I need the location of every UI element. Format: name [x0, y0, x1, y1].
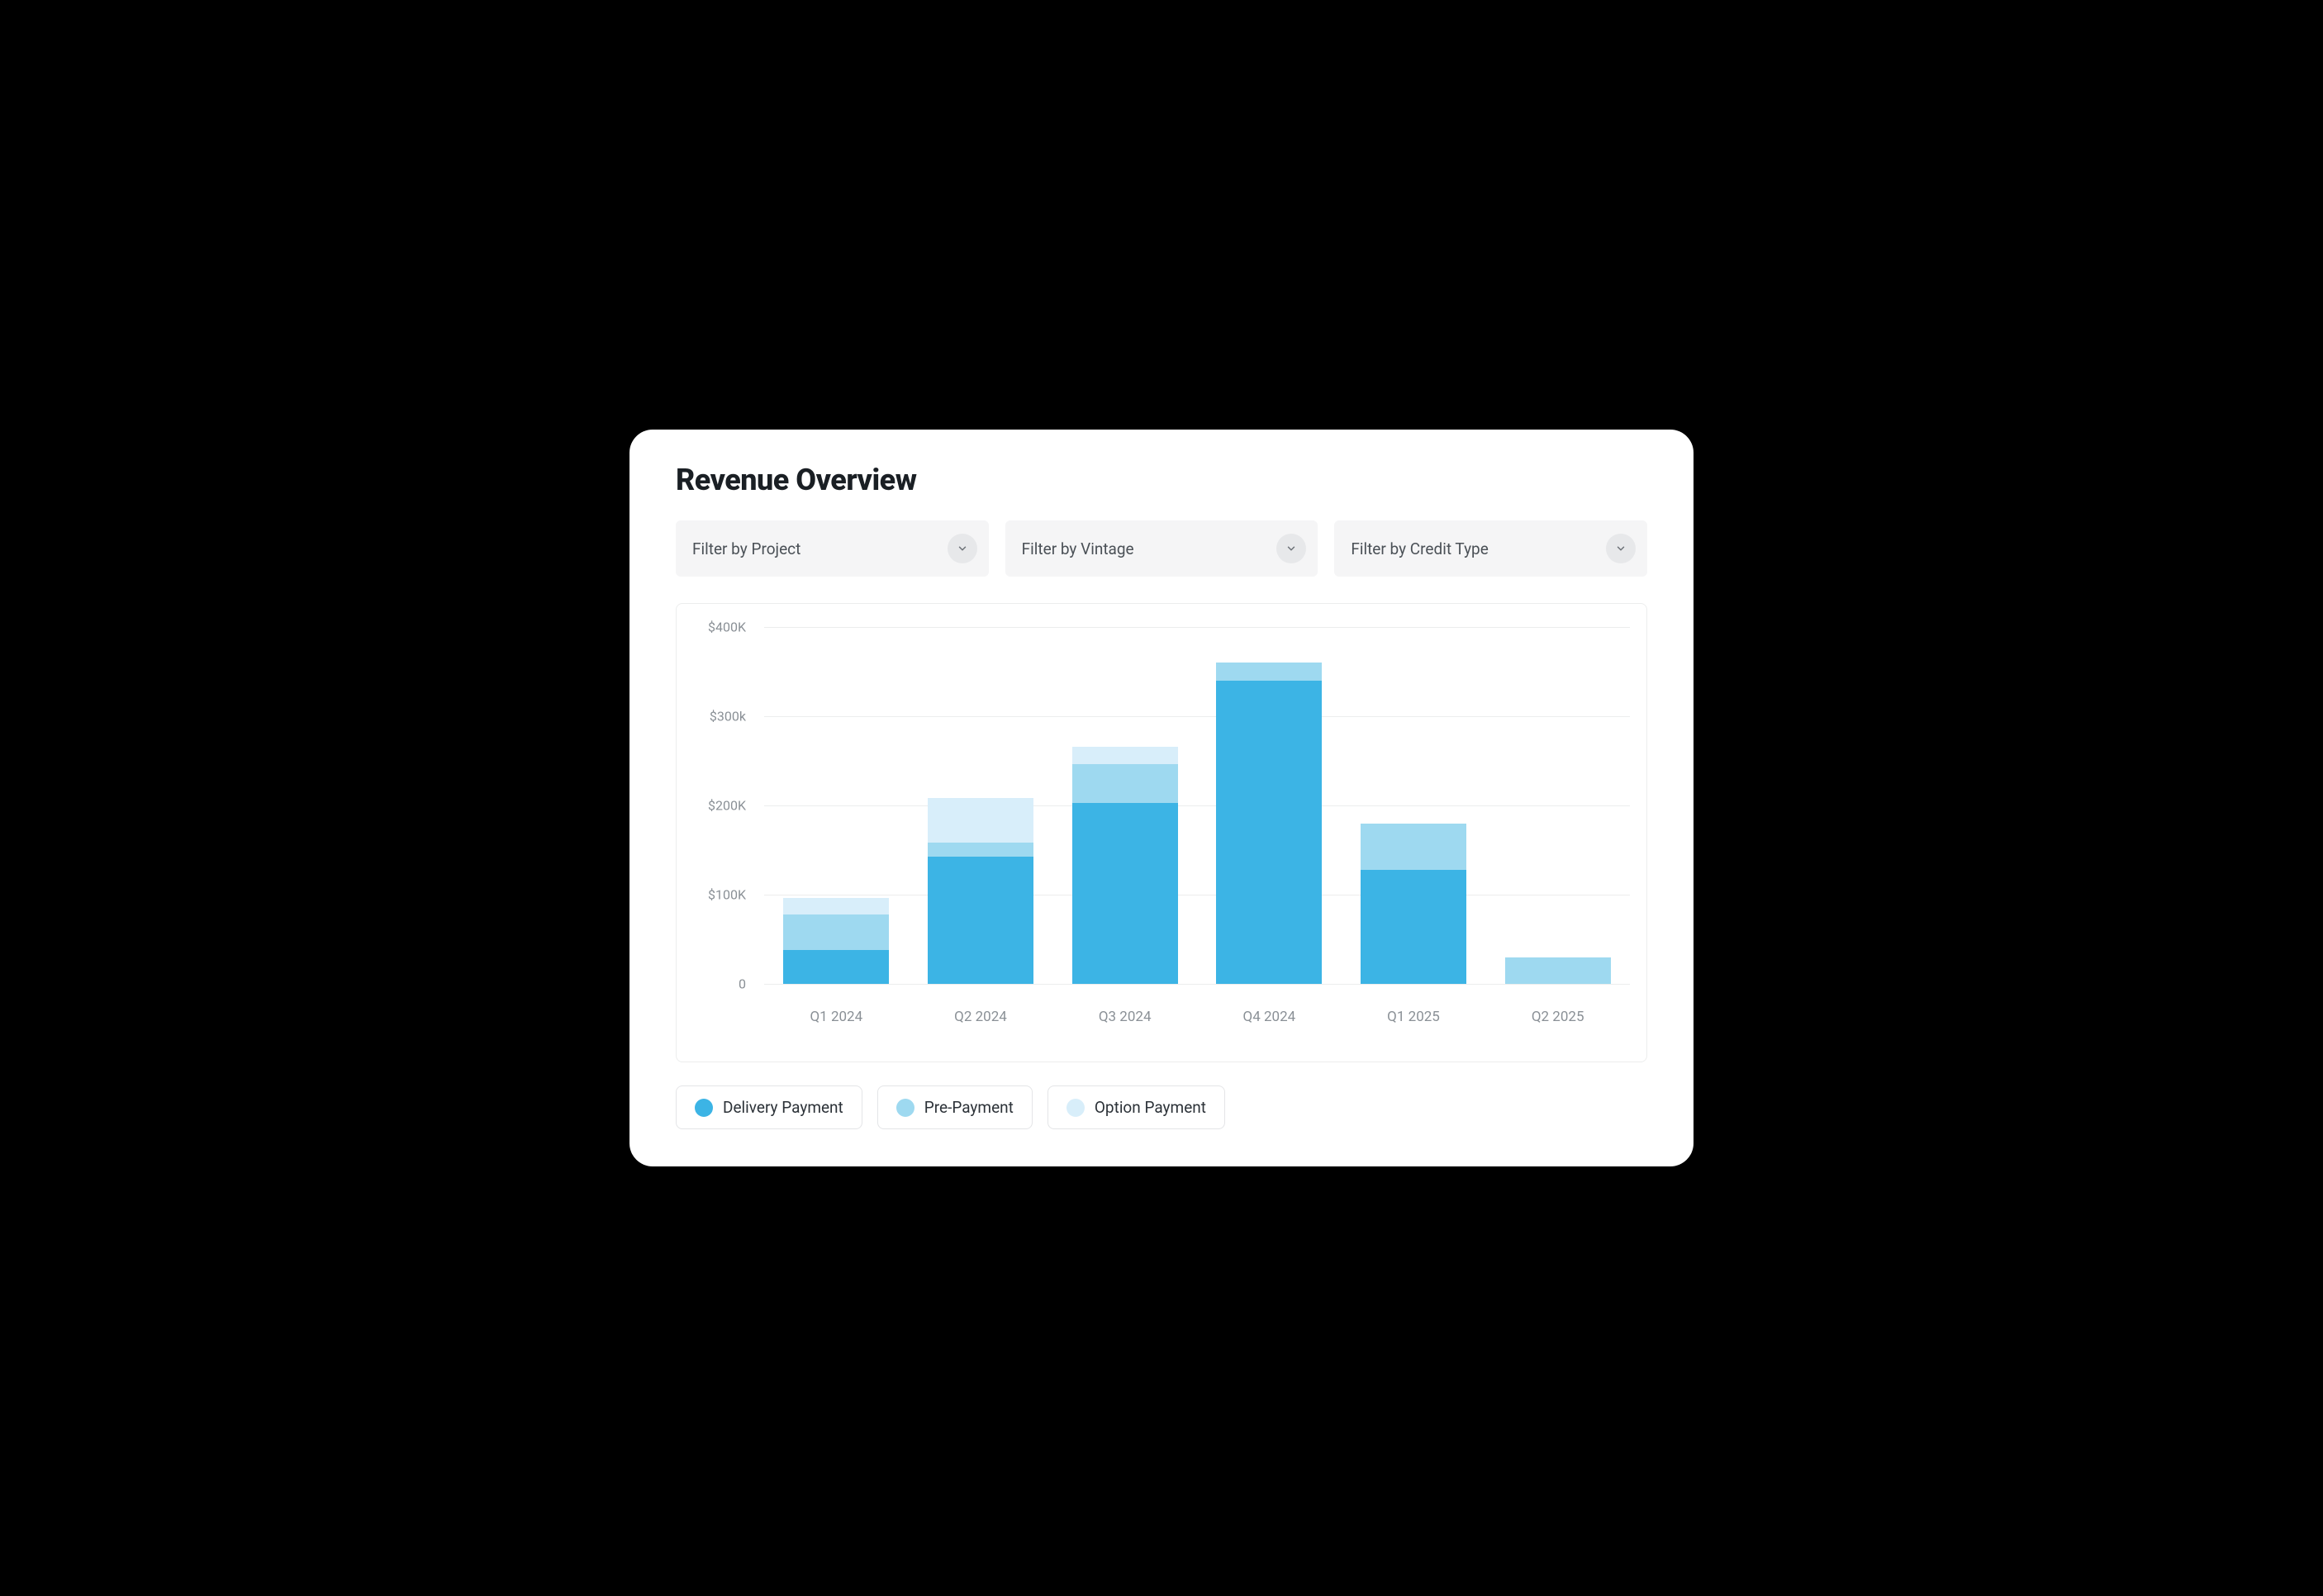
legend-label: Option Payment [1095, 1098, 1206, 1117]
bar-segment-delivery [928, 857, 1033, 984]
swatch-icon [1066, 1099, 1085, 1117]
filter-vintage[interactable]: Filter by Vintage [1005, 520, 1318, 577]
filter-project[interactable]: Filter by Project [676, 520, 989, 577]
x-tick-label: Q2 2024 [909, 1009, 1053, 1025]
bar-segment-pre [1361, 824, 1466, 870]
filter-vintage-label: Filter by Vintage [1022, 539, 1134, 558]
legend-option-payment[interactable]: Option Payment [1047, 1085, 1225, 1129]
bar-segment-pre [1216, 663, 1322, 681]
gridline [764, 984, 1630, 985]
y-tick-label: $200K [693, 798, 746, 814]
stacked-bar[interactable] [1216, 663, 1322, 984]
revenue-overview-card: Revenue Overview Filter by Project Filte… [629, 430, 1694, 1166]
bar-slot [1197, 627, 1342, 984]
stacked-bar[interactable] [1505, 957, 1611, 984]
y-axis: $400K$300k$200K$100K0 [693, 627, 746, 984]
y-tick-label: $400K [693, 620, 746, 635]
page-title: Revenue Overview [676, 463, 1647, 497]
x-axis: Q1 2024Q2 2024Q3 2024Q4 2024Q1 2025Q2 20… [764, 1009, 1630, 1025]
bar-segment-option [783, 898, 889, 914]
bar-segment-pre [928, 843, 1033, 856]
filter-credit-type[interactable]: Filter by Credit Type [1334, 520, 1647, 577]
bar-segment-delivery [1072, 803, 1178, 984]
bar-slot [1485, 627, 1630, 984]
chevron-down-icon [948, 534, 977, 563]
x-tick-label: Q4 2024 [1197, 1009, 1342, 1025]
swatch-icon [896, 1099, 914, 1117]
swatch-icon [695, 1099, 713, 1117]
x-tick-label: Q3 2024 [1052, 1009, 1197, 1025]
filters-row: Filter by Project Filter by Vintage Filt… [676, 520, 1647, 577]
bar-slot [764, 627, 909, 984]
y-tick-label: $300k [693, 709, 746, 724]
legend: Delivery Payment Pre-Payment Option Paym… [676, 1085, 1647, 1129]
bar-slot [1052, 627, 1197, 984]
legend-label: Pre-Payment [924, 1098, 1014, 1117]
stacked-bar[interactable] [1072, 747, 1178, 984]
stacked-bar[interactable] [1361, 824, 1466, 984]
bar-segment-pre [1072, 764, 1178, 802]
bar-segment-delivery [1216, 681, 1322, 984]
plot-area [764, 627, 1630, 984]
bar-segment-option [928, 798, 1033, 843]
y-tick-label: 0 [693, 976, 746, 992]
bar-slot [1342, 627, 1486, 984]
legend-delivery-payment[interactable]: Delivery Payment [676, 1085, 862, 1129]
revenue-chart-panel: $400K $300k $200K $100K 0 Q1 2024Q2 2024Q3 2… [676, 603, 1647, 1062]
chevron-down-icon [1276, 534, 1306, 563]
x-tick-label: Q1 2025 [1342, 1009, 1486, 1025]
filter-project-label: Filter by Project [692, 539, 800, 558]
bar-segment-pre [783, 914, 889, 950]
chart-inner: $400K$300k$200K$100K0 Q1 2024Q2 2024Q3 2… [693, 627, 1630, 1062]
x-tick-label: Q1 2024 [764, 1009, 909, 1025]
chevron-down-icon [1606, 534, 1636, 563]
filter-credit-type-label: Filter by Credit Type [1351, 539, 1488, 558]
legend-label: Delivery Payment [723, 1098, 843, 1117]
bar-segment-pre [1505, 957, 1611, 984]
bar-segment-delivery [783, 950, 889, 984]
bar-segment-option [1072, 747, 1178, 765]
x-tick-label: Q2 2025 [1485, 1009, 1630, 1025]
legend-pre-payment[interactable]: Pre-Payment [877, 1085, 1033, 1129]
y-tick-label: $100K [693, 887, 746, 903]
bar-slot [909, 627, 1053, 984]
stacked-bar[interactable] [783, 898, 889, 984]
bar-segment-delivery [1361, 870, 1466, 984]
stacked-bar[interactable] [928, 798, 1033, 984]
